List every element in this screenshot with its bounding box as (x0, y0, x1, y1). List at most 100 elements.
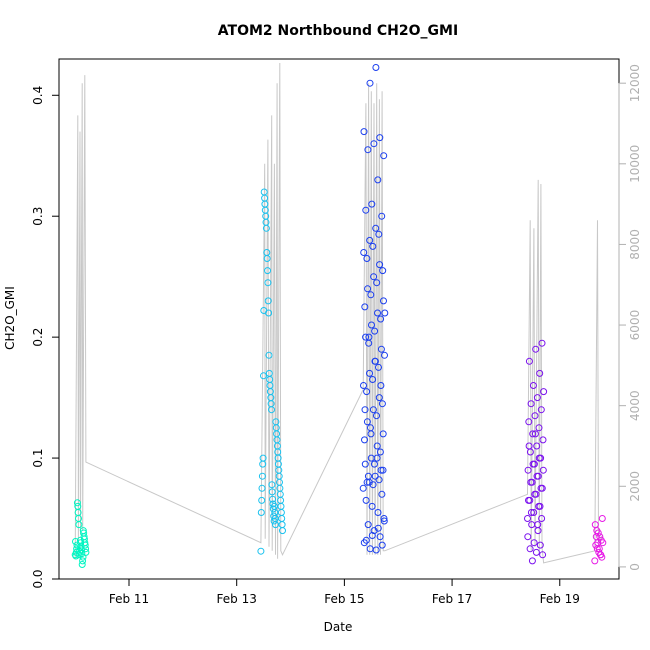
data-point (360, 382, 367, 389)
y2-tick-label: 6000 (628, 310, 642, 341)
data-point (533, 472, 541, 480)
data-point (265, 369, 273, 377)
x-tick-label: Feb 17 (432, 592, 472, 606)
data-point (380, 515, 388, 522)
data-point (259, 460, 267, 468)
data-point (527, 400, 535, 408)
data-point (367, 430, 375, 438)
data-point (536, 369, 544, 377)
data-point (379, 267, 387, 275)
data-point (527, 509, 535, 516)
data-point (375, 476, 383, 484)
data-point (368, 502, 376, 510)
data-point (529, 430, 537, 438)
data-point (525, 442, 533, 450)
data-point (534, 527, 542, 535)
data-point (379, 430, 387, 438)
data-point (532, 345, 540, 353)
data-point (370, 140, 378, 148)
data-point (527, 478, 535, 486)
data-point (364, 521, 372, 529)
data-point (529, 460, 537, 468)
data-point (377, 466, 385, 474)
data-point (269, 495, 277, 503)
data-point (268, 488, 276, 496)
data-point (272, 418, 280, 426)
data-point (361, 406, 369, 414)
data-point (539, 466, 547, 474)
y-axis-label: CH2O_GMI (3, 286, 17, 350)
data-point (72, 552, 80, 560)
data-point (524, 515, 531, 522)
data-point (361, 460, 369, 468)
data-point (265, 351, 273, 359)
y-axis-right: 0 2000 4000 6000 8000 10000 12000 (618, 64, 642, 571)
data-point (268, 481, 276, 489)
data-point (370, 460, 378, 468)
data-point (376, 261, 384, 269)
y2-tick-label: 0 (628, 563, 642, 571)
data-point (592, 533, 600, 541)
data-point (278, 521, 286, 529)
data-point (532, 548, 540, 556)
y2-tick-label: 2000 (628, 471, 642, 502)
data-point (260, 307, 268, 314)
data-point (373, 412, 380, 420)
data-point (362, 536, 370, 544)
data-point (539, 436, 547, 444)
data-point (366, 369, 373, 377)
data-point (378, 212, 386, 220)
data-point (263, 249, 271, 256)
data-point (540, 388, 548, 396)
data-point (374, 524, 382, 532)
data-point (363, 255, 371, 262)
data-point (363, 478, 371, 486)
data-point (526, 545, 534, 553)
data-point (361, 303, 369, 311)
data-point (370, 273, 378, 281)
data-point (378, 400, 386, 408)
data-point (376, 134, 384, 142)
data-point (72, 538, 79, 545)
data-point (264, 279, 272, 287)
data-point (375, 394, 383, 402)
data-point (368, 321, 375, 329)
x-axis: Feb 11 Feb 13 Feb 15 Feb 17 Feb 19 (109, 578, 580, 606)
data-point (537, 484, 545, 492)
data-point (273, 430, 281, 438)
data-point (591, 521, 599, 529)
y2-tick-label: 12000 (628, 64, 642, 102)
data-point (524, 533, 532, 541)
data-point (530, 539, 538, 547)
data-point (524, 466, 532, 474)
data-point (381, 309, 389, 317)
y2-tick-label: 4000 (628, 390, 642, 421)
data-point (260, 188, 268, 196)
altitude-track (74, 62, 604, 564)
chart-title: ATOM2 Northbound CH2O_GMI (218, 23, 458, 39)
data-point (533, 442, 541, 450)
data-point (258, 484, 266, 492)
x-axis-label: Date (324, 620, 353, 634)
y-tick-label: 0.0 (31, 569, 45, 588)
data-point (377, 315, 385, 323)
data-point (371, 357, 379, 365)
data-point (535, 502, 543, 510)
data-point (597, 536, 605, 544)
data-point (379, 466, 387, 474)
data-point (364, 472, 372, 480)
data-point (372, 64, 380, 71)
data-point (365, 333, 373, 341)
data-point (538, 339, 546, 347)
data-point (80, 529, 88, 537)
data-point (73, 545, 81, 553)
data-point (533, 394, 541, 402)
data-point (368, 200, 376, 208)
data-point (264, 297, 272, 305)
y-tick-label: 0.2 (31, 328, 45, 347)
data-point (531, 490, 539, 498)
data-point (257, 547, 265, 555)
data-point (360, 249, 368, 256)
data-point (539, 551, 547, 559)
